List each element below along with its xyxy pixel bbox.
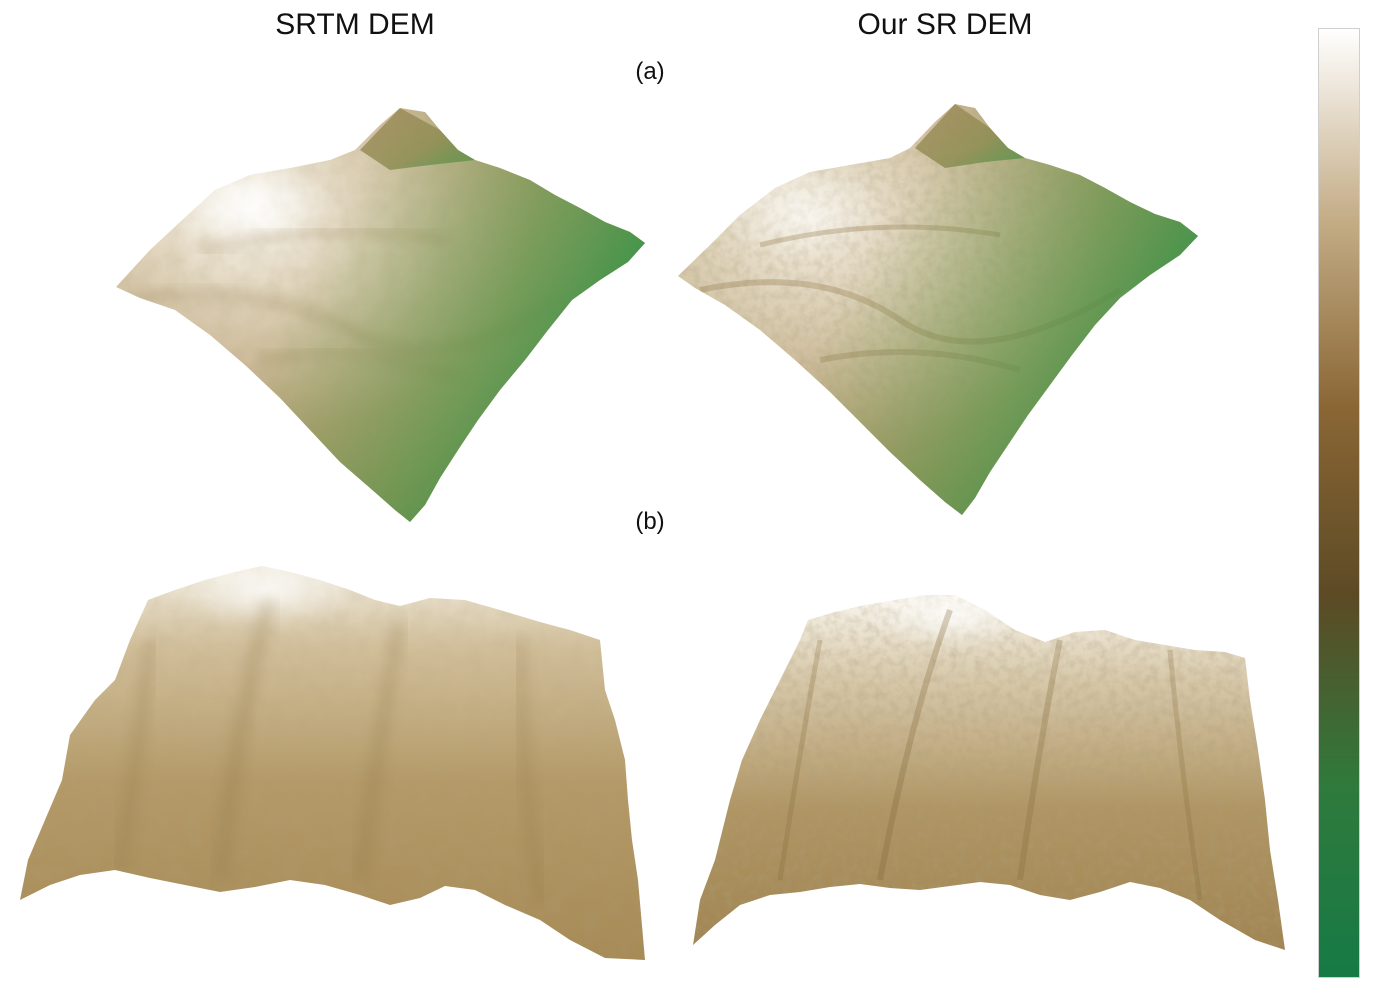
terrain-renderings [20, 104, 1285, 960]
panel-a-label: (a) [635, 58, 665, 85]
panel-b-label: (b) [635, 508, 665, 535]
srtm-dem-top-view [116, 108, 645, 522]
srtm-dem-side-view [20, 566, 645, 960]
sr-dem-side-view [693, 595, 1285, 950]
srtm-dem-title: SRTM DEM [275, 8, 435, 41]
sr-dem-top-view [678, 104, 1198, 515]
our-sr-dem-title: Our SR DEM [857, 8, 1033, 41]
elevation-colorbar [1318, 28, 1360, 978]
